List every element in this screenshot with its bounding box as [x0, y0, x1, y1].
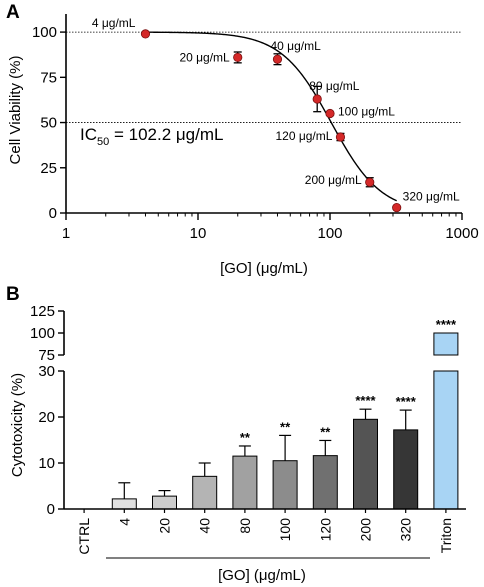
- significance-label: **: [280, 419, 291, 434]
- bar: [393, 429, 419, 510]
- category-label: Triton: [438, 518, 454, 553]
- point-label: 20 μg/mL: [179, 50, 230, 64]
- point-label: 320 μg/mL: [403, 190, 460, 204]
- category-label: 40: [197, 518, 213, 534]
- bar: [353, 418, 378, 510]
- point-label: 120 μg/mL: [275, 129, 332, 143]
- bar: [192, 475, 218, 510]
- y-tick-label: 0: [47, 501, 55, 518]
- panel-a: A Cell Viability (%) [GO] (μg/mL) IC50 =…: [6, 2, 479, 277]
- point-label: 200 μg/mL: [305, 173, 362, 187]
- category-label: 80: [237, 518, 253, 534]
- bar-lower-segment: [433, 370, 459, 510]
- x-tick-label: 1000: [445, 225, 478, 242]
- bar-upper-segment: [433, 332, 459, 356]
- bar: [152, 495, 177, 510]
- bar: [312, 455, 338, 510]
- y-tick-label: 30: [38, 363, 55, 380]
- data-point: [335, 132, 346, 142]
- ic50-annotation: IC50 = 102.2 μg/mL: [80, 125, 223, 148]
- bar: [111, 498, 137, 510]
- significance-label: ****: [355, 393, 376, 408]
- point-label: 4 μg/mL: [92, 16, 136, 30]
- panel-a-axes: 0 25 50 75 100 1 10 100 1000: [32, 14, 479, 242]
- y-tick-label: 100: [30, 325, 55, 342]
- y-tick-label: 50: [40, 115, 57, 132]
- category-label: 4: [116, 518, 132, 526]
- y-tick-label: 20: [38, 409, 55, 426]
- point-label: 100 μg/mL: [338, 105, 395, 119]
- data-point: [365, 177, 375, 187]
- panel-b-letter: B: [6, 284, 20, 305]
- significance-label: **: [240, 430, 251, 445]
- point-label: 80 μg/mL: [309, 79, 360, 93]
- x-tick-label: 1: [62, 225, 70, 242]
- y-tick-label: 125: [30, 303, 55, 320]
- bar: [232, 455, 258, 510]
- y-tick-label: 75: [40, 69, 57, 86]
- y-tick-label: 10: [38, 455, 55, 472]
- category-label: 120: [317, 518, 333, 542]
- x-tick-label: 100: [317, 225, 342, 242]
- panel-b: B Cytotoxicity (%) [GO] (μg/mL) CTRL 4 20 4…: [6, 284, 466, 584]
- significance-label: ****: [396, 394, 417, 409]
- category-label: 100: [277, 518, 293, 542]
- significance-label: ****: [436, 317, 457, 332]
- data-point: [312, 94, 322, 104]
- data-point: [272, 54, 283, 64]
- category-label: 320: [398, 518, 414, 542]
- panel-a-points: 4 μg/mL 20 μg/mL 40 μg/mL 80 μg/mL 100 μg/mL…: [92, 16, 460, 213]
- category-label: CTRL: [76, 518, 92, 555]
- panel-b-y-axis-title: Cytotoxicity (%): [9, 373, 26, 477]
- x-tick-label: 10: [190, 225, 207, 242]
- panel-a-y-axis-title: Cell Viability (%): [7, 56, 24, 165]
- data-point: [140, 29, 151, 39]
- y-tick-label: 75: [38, 347, 55, 364]
- category-label: 20: [157, 518, 173, 534]
- panel-a-x-axis-title: [GO] (μg/mL): [220, 260, 308, 277]
- bar: [272, 460, 298, 510]
- panel-a-letter: A: [6, 2, 20, 23]
- panel-b-bars: CTRL 4 20 40 ** 80 ** 100 ** 120 **** 200 **** 320 ***…: [76, 317, 459, 555]
- panel-b-x-axis-title: [GO] (μg/mL): [218, 567, 306, 584]
- data-point: [233, 52, 243, 63]
- data-point: [325, 108, 335, 119]
- significance-label: **: [320, 424, 331, 439]
- category-label: 200: [358, 518, 374, 542]
- panel-a-reference-lines: [66, 31, 462, 123]
- point-label: 40 μg/mL: [270, 39, 321, 53]
- y-tick-label: 100: [32, 24, 57, 41]
- y-tick-label: 0: [49, 205, 57, 222]
- fit-curve: [145, 31, 397, 202]
- data-point: [392, 202, 402, 213]
- y-tick-label: 25: [40, 160, 57, 177]
